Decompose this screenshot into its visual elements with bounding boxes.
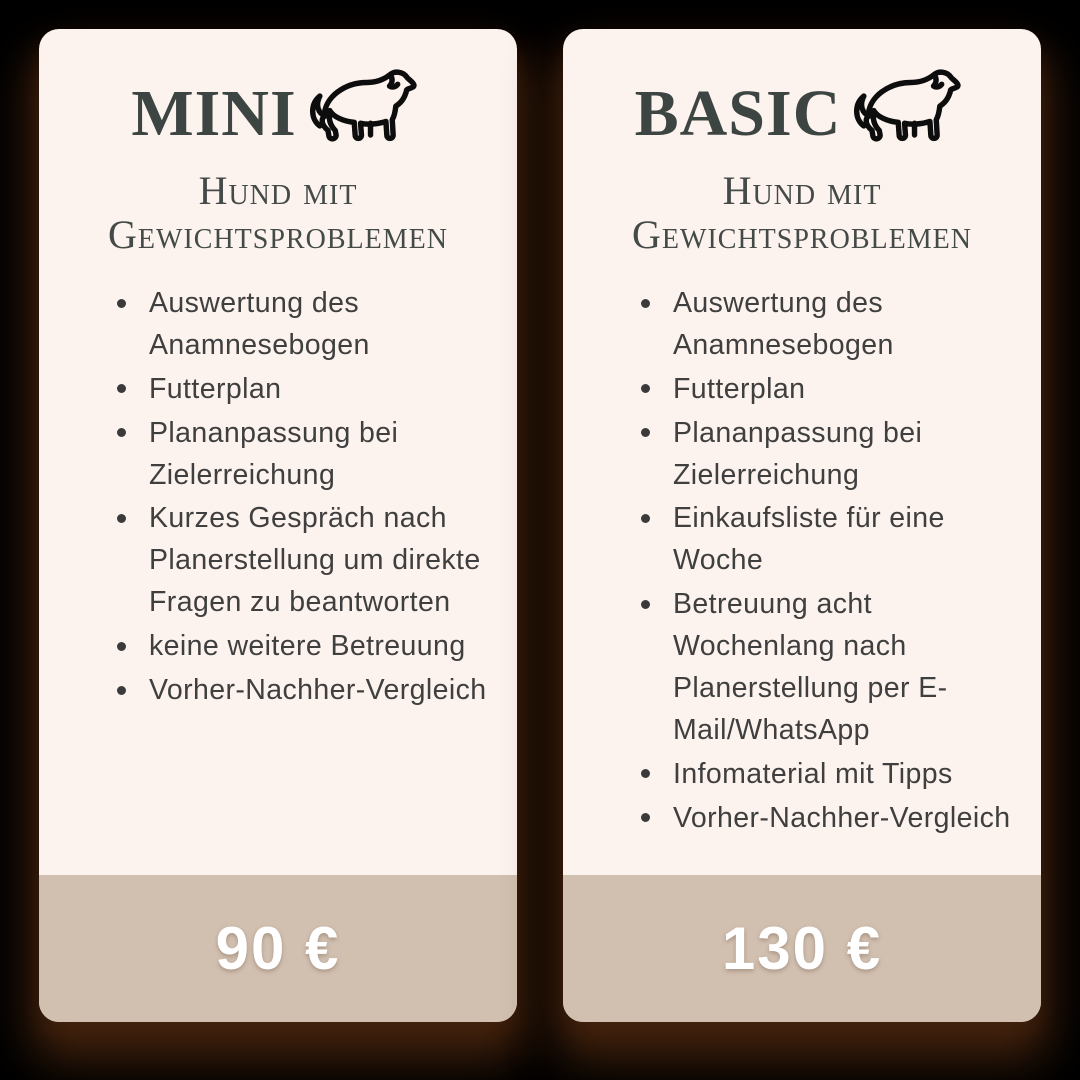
list-item: Futterplan (113, 369, 491, 411)
list-item: Auswertung des Anamnesebogen (637, 283, 1015, 367)
list-item: Kurzes Gespräch nach Planerstellung um d… (113, 498, 491, 624)
card-header: MINI Hund mit Gewichtsproblemen (39, 29, 517, 257)
price-band: 130 € (563, 875, 1041, 1022)
list-item: Plananpassung bei Zielerreichung (113, 413, 491, 497)
dog-icon (309, 69, 417, 142)
title-row: MINI (39, 63, 517, 159)
pricing-card-mini: MINI Hund mit Gewichtsproblemen Auswertu… (39, 29, 517, 1022)
pricing-card-basic: BASIC Hund mit Gewichtsproblemen Auswert… (563, 29, 1041, 1022)
list-item: Plananpassung bei Zielerreichung (637, 413, 1015, 497)
list-item: Vorher-Nachher-Vergleich (113, 670, 491, 712)
card-subtitle: Hund mit Gewichtsproblemen (632, 168, 972, 257)
list-item: Auswertung des Anamnesebogen (113, 283, 491, 367)
price-band: 90 € (39, 875, 517, 1022)
list-item: Betreuung acht Wochenlang nach Planerste… (637, 584, 1015, 752)
card-title: MINI (131, 77, 297, 150)
card-title: BASIC (634, 77, 842, 150)
dog-icon (854, 69, 962, 142)
price-text: 90 € (215, 915, 341, 982)
pricing-cards-row: MINI Hund mit Gewichtsproblemen Auswertu… (0, 29, 1080, 1022)
card-subtitle: Hund mit Gewichtsproblemen (108, 168, 448, 257)
list-item: Futterplan (637, 369, 1015, 411)
title-row: BASIC (563, 63, 1041, 159)
card-header: BASIC Hund mit Gewichtsproblemen (563, 29, 1041, 257)
price-text: 130 € (721, 915, 883, 982)
feature-list: Auswertung des Anamnesebogen Futterplan Pl… (563, 283, 1041, 842)
list-item: Einkaufsliste für eine Woche (637, 498, 1015, 582)
feature-list: Auswertung des Anamnesebogen Futterplan Pl… (39, 283, 517, 714)
list-item: Infomaterial mit Tipps (637, 754, 1015, 796)
list-item: keine weitere Betreuung (113, 626, 491, 668)
list-item: Vorher-Nachher-Vergleich (637, 798, 1015, 840)
